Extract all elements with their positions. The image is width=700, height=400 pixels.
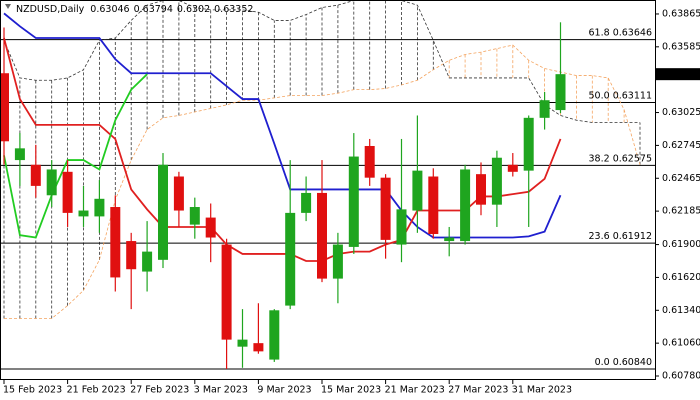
candle-body [332, 244, 343, 279]
y-tick-label: 0.63865 [662, 8, 700, 19]
symbol-icon [5, 4, 11, 9]
candle-body [173, 176, 184, 211]
candle-body [30, 164, 41, 186]
fib-level: 61.8 [589, 27, 610, 38]
y-tick-label: 0.61340 [662, 305, 700, 316]
candle-body [428, 176, 439, 235]
x-tick-label: 15 Feb 2023 [3, 385, 62, 396]
fib-price: 0.63646 [613, 27, 652, 38]
y-tick-label: 0.63025 [662, 107, 700, 118]
ohlc-high: 0.63794 [134, 4, 173, 15]
indicator-line [4, 44, 641, 319]
fib-label: 0.0 0.60840 [595, 356, 652, 367]
candle-body [253, 343, 264, 352]
y-tick-label: 0.61060 [662, 338, 700, 349]
y-tick-label: 0.61620 [662, 272, 700, 283]
candle-body [14, 148, 25, 161]
fib-label: 23.6 0.61912 [589, 231, 652, 242]
fib-label: 50.0 0.63111 [589, 90, 652, 101]
indicator-line [3, 73, 148, 239]
y-tick-label: 0.61900 [662, 239, 700, 250]
candle-body [460, 169, 471, 242]
candle-body [189, 207, 200, 225]
candle-body [380, 177, 391, 240]
candle-body [78, 210, 89, 217]
ohlc-open: 0.63046 [90, 4, 129, 15]
candle-body [126, 241, 137, 270]
candle-body [539, 100, 550, 118]
candle-body [491, 157, 502, 205]
y-tick-label: 0.62465 [662, 173, 700, 184]
fib-level: 23.6 [589, 231, 610, 242]
y-tick-label: 0.60780 [662, 371, 700, 382]
plot [1, 1, 655, 370]
x-tick-label: 9 Mar 2023 [257, 385, 311, 396]
fib-label: 38.2 0.62575 [589, 153, 652, 164]
candle-body [412, 170, 423, 211]
chart-title: NZDUSD,Daily 0.63046 0.63794 0.6302 0.63352 [16, 4, 253, 15]
x-tick-label: 21 Mar 2023 [385, 385, 445, 396]
fib-level: 0.0 [595, 356, 610, 367]
y-tick-label: 0.62745 [662, 140, 700, 151]
last-price-box [656, 68, 700, 81]
candle-body [221, 244, 232, 340]
candle-body [523, 117, 534, 171]
x-tick-label: 27 Mar 2023 [448, 385, 508, 396]
fib-label: 61.8 0.63646 [589, 27, 652, 38]
fib-level: 38.2 [589, 153, 610, 164]
indicator-line [3, 1, 640, 123]
candle-body [110, 207, 121, 278]
candle-body [555, 74, 566, 111]
fib-price: 0.61912 [613, 231, 652, 242]
x-tick-label: 27 Feb 2023 [130, 385, 189, 396]
candle-body [94, 198, 105, 217]
candle-body [348, 156, 359, 247]
x-tick-label: 31 Mar 2023 [512, 385, 572, 396]
x-tick-label: 15 Mar 2023 [321, 385, 381, 396]
fib-price: 0.60840 [613, 356, 652, 367]
candle-body [158, 164, 168, 260]
candle-body [301, 192, 312, 213]
candle-body [317, 192, 327, 279]
candle-body [142, 251, 153, 272]
candle-body [237, 339, 248, 347]
fib-price: 0.63111 [613, 90, 652, 101]
x-tick-label: 21 Feb 2023 [67, 385, 126, 396]
fib-level: 50.0 [589, 90, 610, 101]
symbol: NZDUSD,Daily [16, 4, 85, 15]
candle-body [46, 169, 57, 196]
y-tick-label: 0.62185 [662, 206, 700, 217]
candle-body [205, 217, 216, 238]
candle-body [507, 164, 518, 172]
ohlc-low: 0.6302 [177, 4, 210, 15]
candle-body [396, 209, 407, 245]
candle-body [444, 237, 455, 242]
ohlc-close: 0.63352 [214, 4, 253, 15]
candle-body [285, 212, 296, 306]
fib-price: 0.62575 [613, 153, 652, 164]
candle-body [476, 174, 486, 205]
candle-body [62, 171, 73, 213]
candle-body [1, 73, 9, 142]
candle-body [269, 310, 280, 360]
x-tick-label: 3 Mar 2023 [194, 385, 248, 396]
last-price-label: 0.63352 [660, 69, 699, 80]
candle-body [364, 145, 375, 178]
y-tick-label: 0.63585 [662, 41, 700, 52]
